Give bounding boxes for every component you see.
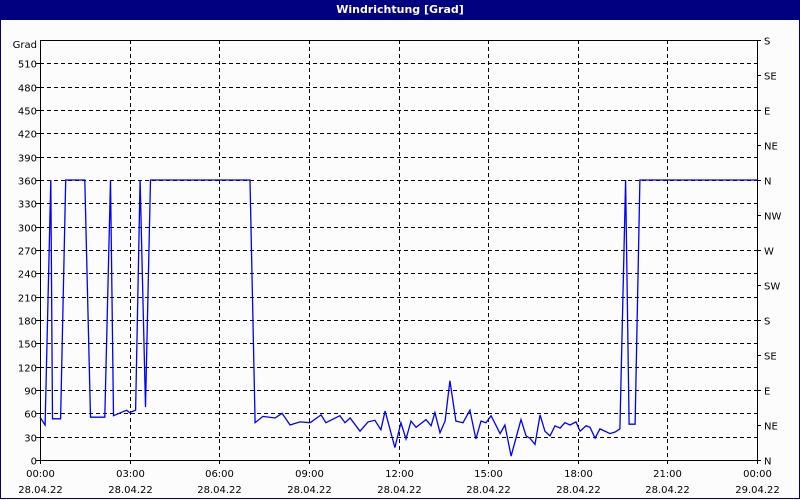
x-tick-date: 28.04.22 — [466, 485, 511, 496]
window-title: Windrichtung [Grad] — [0, 0, 800, 20]
y-tick-label: 60 — [24, 410, 37, 421]
y-tick-label: 180 — [18, 317, 37, 328]
x-tick-time: 06:00 — [205, 469, 234, 480]
y-tick-label: 480 — [18, 84, 37, 95]
y-axis-label: Grad — [13, 40, 37, 51]
x-tick-date: 28.04.22 — [556, 485, 601, 496]
compass-tick-label: S — [764, 317, 770, 328]
compass-tick-label: N — [764, 177, 771, 188]
x-tick-time: 00:00 — [26, 469, 55, 480]
plot-area-border — [40, 40, 758, 461]
compass-tick-label: SE — [764, 352, 777, 363]
x-tick-time: 00:00 — [743, 469, 772, 480]
y-tick-label: 300 — [18, 224, 37, 235]
y-tick-label: 420 — [18, 130, 37, 141]
y-tick-label: 390 — [18, 154, 37, 165]
compass-tick-label: SW — [764, 282, 780, 293]
y-tick-label: 510 — [18, 60, 37, 71]
x-tick-date: 28.04.22 — [197, 485, 242, 496]
x-tick-time: 03:00 — [116, 469, 145, 480]
y-tick-label: 330 — [18, 200, 37, 211]
x-tick-date: 29.04.22 — [735, 485, 780, 496]
compass-tick-label: NE — [764, 422, 778, 433]
compass-tick-label: SE — [764, 72, 777, 83]
compass-tick-label: N — [764, 457, 771, 468]
x-tick-time: 09:00 — [295, 469, 324, 480]
grid — [36, 40, 761, 464]
compass-tick-label: E — [764, 387, 770, 398]
y-tick-label: 360 — [18, 177, 37, 188]
x-tick-date: 28.04.22 — [18, 485, 63, 496]
compass-tick-label: S — [764, 37, 770, 48]
y-tick-label: 150 — [18, 340, 37, 351]
x-tick-date: 28.04.22 — [287, 485, 332, 496]
x-tick-time: 12:00 — [385, 469, 414, 480]
y-tick-label: 0 — [31, 457, 37, 468]
y-tick-label: 240 — [18, 270, 37, 281]
y-tick-label: 90 — [24, 387, 37, 398]
compass-tick-label: NE — [764, 142, 778, 153]
x-tick-time: 18:00 — [564, 469, 593, 480]
x-tick-time: 15:00 — [474, 469, 503, 480]
x-tick-date: 28.04.22 — [645, 485, 690, 496]
y-tick-label: 120 — [18, 364, 37, 375]
y-tick-label: 270 — [18, 247, 37, 258]
y-tick-label: 210 — [18, 294, 37, 305]
x-tick-date: 28.04.22 — [108, 485, 153, 496]
compass-tick-label: W — [764, 247, 774, 258]
x-tick-time: 21:00 — [653, 469, 682, 480]
compass-tick-label: NW — [764, 212, 781, 223]
y-tick-label: 450 — [18, 107, 37, 118]
series-line — [39, 179, 757, 457]
y-tick-label: 30 — [24, 434, 37, 445]
compass-tick-label: E — [764, 107, 770, 118]
x-tick-date: 28.04.22 — [377, 485, 422, 496]
